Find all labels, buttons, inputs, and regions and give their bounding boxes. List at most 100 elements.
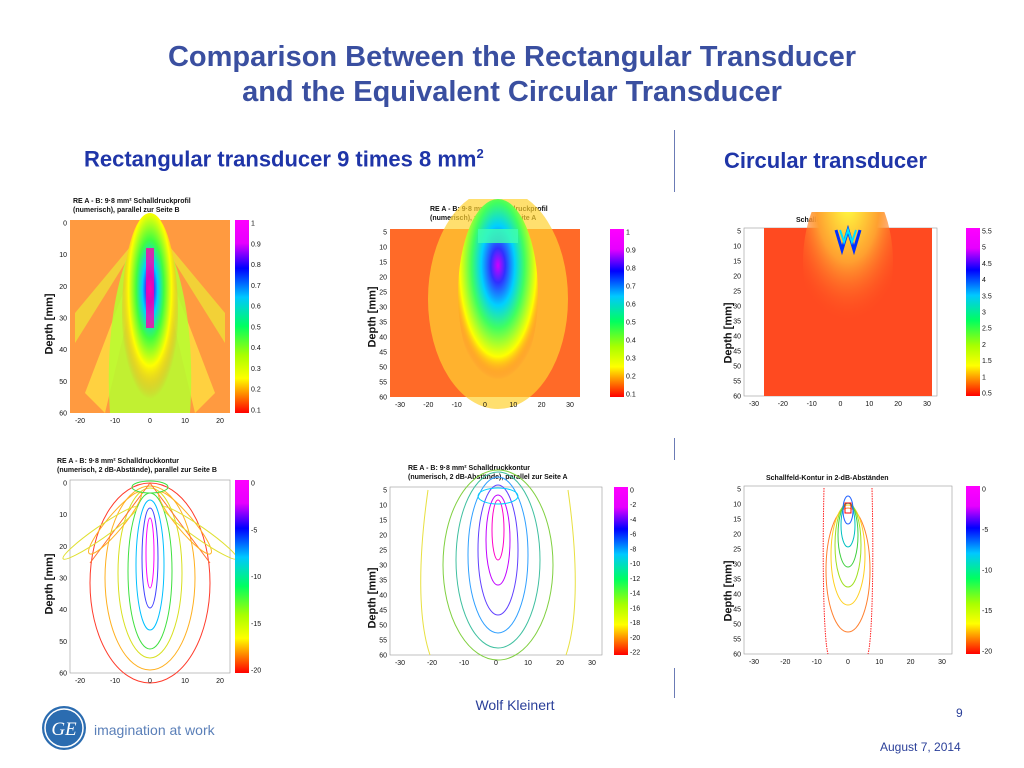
rect-profile-b-cbticks: 1 0.9 0.8 0.7 0.6 0.5 0.4 0.3 0.2 0.1 [251,221,261,415]
colorbar-tick-label: 0.4 [626,338,636,345]
colorbar-tick-label: 1 [251,221,255,228]
rect-contour-a-ylabel: Depth [mm] [366,567,379,629]
x-tick-label: -10 [110,678,120,685]
circ-contour-ylabel: Depth [mm] [722,560,735,622]
colorbar-tick-label: 0.5 [982,391,992,398]
panel-rect-contour-b: RE A - B: 9·8 mm² Schalldruckkontur (num… [44,453,270,688]
y-tick-label: 20 [733,532,741,539]
rect-profile-a-colorbar [610,229,624,397]
x-tick-label: -20 [780,659,790,666]
x-tick-label: 10 [181,678,189,685]
colorbar-tick-label: 0.2 [626,374,636,381]
y-tick-label: 20 [59,544,67,551]
colorbar-tick-label: 2.5 [982,326,992,333]
colorbar-tick-label: 0.9 [251,241,261,248]
divider-mid [674,438,675,460]
y-tick-label: 10 [379,245,387,252]
colorbar-tick-label: 0.8 [251,262,261,269]
y-tick-label: 5 [737,229,741,236]
y-tick-label: 60 [733,652,741,659]
x-tick-label: -10 [812,659,822,666]
y-tick-label: 15 [379,518,387,525]
colorbar-tick-label: -2 [630,502,636,509]
colorbar-tick-label: 5.5 [982,229,992,236]
colorbar-tick-label: 0.9 [626,248,636,255]
colorbar-tick-label: 1 [982,374,986,381]
colorbar-tick-label: -12 [630,576,640,583]
y-tick-label: 15 [733,259,741,266]
y-tick-label: 50 [379,365,387,372]
colorbar-tick-label: -15 [251,621,261,628]
y-tick-label: 20 [733,274,741,281]
colorbar-tick-label: 0.3 [251,366,261,373]
x-tick-label: -30 [749,659,759,666]
y-tick-label: 40 [59,607,67,614]
rect-profile-a-yticks: 5 10 15 20 25 30 35 40 45 50 55 60 [379,230,387,402]
rect-contour-b-figure: RE A - B: 9·8 mm² Schalldruckkontur (num… [57,458,261,685]
colorbar-tick-label: 0.5 [251,324,261,331]
colorbar-tick-label: 0.5 [626,320,636,327]
circ-contour-title: Schallfeld-Kontur in 2-dB-Abständen [766,475,889,482]
y-tick-label: 30 [379,563,387,570]
x-tick-label: -20 [778,401,788,408]
y-tick-label: 25 [379,548,387,555]
circ-profile-ylabel: Depth [mm] [722,302,735,364]
y-tick-label: 50 [733,622,741,629]
y-tick-label: 30 [733,562,741,569]
y-tick-label: 20 [379,275,387,282]
y-tick-label: 5 [383,230,387,237]
circ-contour-plot [743,485,953,655]
colorbar-tick-label: 0.6 [251,304,261,311]
colorbar-tick-label: -15 [982,608,992,615]
x-tick-label: 30 [938,659,946,666]
x-tick-label: -30 [749,401,759,408]
colorbar-tick-label: 3 [982,310,986,317]
title-line-1: Comparison Between the Rectangular Trans… [167,41,857,73]
circ-contour-yticks: 5 10 15 20 25 30 35 40 45 50 55 60 [733,487,741,659]
colorbar-tick-label: 4 [982,277,986,284]
x-tick-label: 20 [538,402,546,409]
rect-contour-a-cbticks: 0 -2 -4 -6 -8 -10 -12 -14 -16 -18 -20 -22 [630,488,640,657]
divider-bottom [674,668,675,698]
colorbar-tick-label: -18 [630,620,640,627]
y-tick-label: 30 [379,305,387,312]
x-tick-label: 10 [875,659,883,666]
y-tick-label: 35 [379,320,387,327]
x-tick-label: 0 [148,418,152,425]
rect-profile-b-title1: RE A - B: 9·8 mm² Schalldruckprofil [73,198,191,205]
x-tick-label: 30 [923,401,931,408]
left-heading-sup: 2 [476,146,484,161]
x-tick-label: 20 [894,401,902,408]
panel-circ-profile: Schalldruckprofil linear 510152025303540… [722,212,999,412]
x-tick-label: 20 [216,418,224,425]
y-tick-label: 15 [379,260,387,267]
colorbar-tick-label: -8 [630,546,636,553]
y-tick-label: 30 [59,576,67,583]
x-tick-label: -30 [395,660,405,667]
y-tick-label: 40 [379,335,387,342]
author-name: Wolf Kleinert [475,697,555,713]
x-tick-label: 10 [524,660,532,667]
y-tick-label: 25 [379,290,387,297]
rect-profile-b-colorbar [235,220,249,413]
colorbar-tick-label: 0.1 [626,392,636,399]
colorbar-tick-label: 5 [982,245,986,252]
x-tick-label: 0 [846,659,850,666]
x-tick-label: -30 [395,402,405,409]
x-tick-label: 10 [181,418,189,425]
y-tick-label: 45 [733,607,741,614]
y-tick-label: 25 [733,547,741,554]
y-tick-label: 60 [733,394,741,401]
y-tick-label: 5 [737,487,741,494]
y-tick-label: 40 [733,334,741,341]
y-tick-label: 55 [733,637,741,644]
y-tick-label: 10 [379,503,387,510]
rect-profile-b-ylabel: Depth [mm] [43,293,56,355]
y-tick-label: 55 [379,380,387,387]
x-tick-label: 20 [216,678,224,685]
y-tick-label: 35 [733,319,741,326]
colorbar-tick-label: -20 [630,635,640,642]
page-number: 9 [956,706,963,720]
y-tick-label: 10 [59,252,67,259]
colorbar-tick-label: -20 [982,649,992,656]
